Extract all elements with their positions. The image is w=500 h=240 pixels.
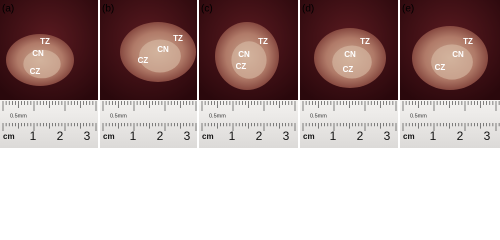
tissue-core: [23, 49, 61, 79]
ruler-number: 3: [283, 129, 290, 143]
panel: (e) TZ CN CZ 0.5mm cm 1 2 3: [400, 0, 500, 148]
zone-label: CN: [344, 50, 356, 59]
ruler-number: 3: [484, 129, 491, 143]
panel: (d) TZ CN CZ 0.5mm cm 1 2 3: [300, 0, 398, 148]
ruler-number: 1: [330, 129, 337, 143]
zone-label: TZ: [463, 37, 473, 46]
zone-label: CZ: [138, 56, 149, 65]
ruler-number: 1: [430, 129, 437, 143]
zone-label: CZ: [236, 62, 247, 71]
ruler-number: 3: [84, 129, 91, 143]
tissue-core: [431, 44, 473, 80]
panel-label: (b): [102, 4, 114, 15]
ruler-unit: cm: [303, 132, 315, 141]
panel: (b) TZ CN CZ 0.5mm cm 1 2 3: [100, 0, 197, 148]
tissue-core: [231, 41, 267, 79]
panel-label: (c): [201, 4, 213, 15]
ruler-number: 2: [457, 129, 464, 143]
panel-label: (e): [402, 4, 414, 15]
panel: (a) TZ CN CZ 0.5mm cm 1 2 3: [0, 0, 98, 148]
zone-label: TZ: [40, 37, 50, 46]
ruler-unit: cm: [3, 132, 15, 141]
ruler-unit: cm: [202, 132, 214, 141]
ruler: [300, 100, 398, 148]
ruler-number: 2: [157, 129, 164, 143]
panel-label: (d): [302, 4, 314, 15]
zone-label: TZ: [258, 37, 268, 46]
zone-label: CN: [452, 50, 464, 59]
zone-label: CZ: [343, 65, 354, 74]
panel: (c) TZ CN CZ 0.5mm cm 1 2 3: [199, 0, 298, 148]
zone-label: CN: [157, 45, 169, 54]
zone-label: CZ: [30, 67, 41, 76]
tissue-core: [332, 45, 372, 79]
ruler-number: 2: [256, 129, 263, 143]
ruler-scale-note: 0.5mm: [110, 113, 127, 119]
ruler-scale-note: 0.5mm: [10, 113, 27, 119]
ruler-number: 3: [384, 129, 391, 143]
ruler-scale-note: 0.5mm: [310, 113, 327, 119]
zone-label: CN: [32, 49, 44, 58]
ruler-scale-note: 0.5mm: [410, 113, 427, 119]
ruler-scale-note: 0.5mm: [209, 113, 226, 119]
ruler-unit: cm: [403, 132, 415, 141]
zone-label: CZ: [435, 63, 446, 72]
ruler: [0, 100, 98, 148]
tissue-core: [139, 39, 181, 73]
ruler-number: 2: [57, 129, 64, 143]
zone-label: CN: [238, 50, 250, 59]
ruler-number: 1: [229, 129, 236, 143]
zone-label: TZ: [173, 34, 183, 43]
ruler-number: 2: [357, 129, 364, 143]
ruler-number: 3: [184, 129, 191, 143]
ruler-unit: cm: [103, 132, 115, 141]
ruler: [100, 100, 197, 148]
ruler-number: 1: [30, 129, 37, 143]
ruler-number: 1: [130, 129, 137, 143]
zone-label: TZ: [360, 37, 370, 46]
panel-label: (a): [2, 4, 14, 15]
